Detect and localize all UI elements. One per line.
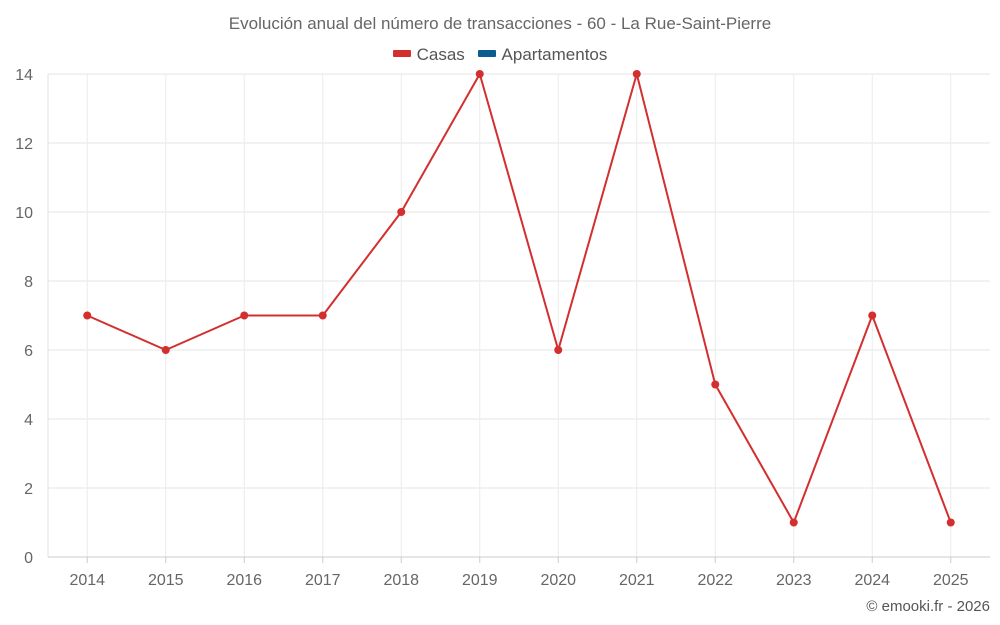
data-point	[946, 518, 955, 527]
x-tick-label: 2015	[148, 572, 184, 589]
y-tick-label: 14	[15, 67, 33, 84]
legend-swatch-casas	[392, 50, 411, 58]
data-point	[711, 380, 720, 389]
data-point	[475, 70, 484, 78]
x-tick-label: 2023	[776, 572, 812, 589]
data-point	[868, 311, 877, 320]
legend-label-casas: Casas	[416, 45, 465, 64]
data-point	[632, 70, 641, 78]
data-point	[397, 208, 406, 216]
y-tick-label: 0	[24, 550, 33, 567]
y-tick-label: 2	[24, 481, 33, 498]
legend-item-apartamentos[interactable]: Apartamentos	[477, 45, 608, 65]
data-point	[789, 518, 798, 527]
series-line-casas	[86, 73, 952, 524]
x-tick-label: 2018	[383, 572, 419, 589]
y-tick-label: 12	[15, 136, 33, 153]
y-tick-label: 10	[15, 205, 33, 222]
x-tick-label: 2024	[854, 572, 890, 589]
legend-swatch-apartamentos	[477, 50, 496, 58]
x-tick-label: 2017	[305, 572, 341, 589]
data-point	[554, 346, 563, 354]
x-tick-label: 2014	[69, 572, 105, 589]
x-tick-label: 2022	[697, 572, 733, 589]
y-tick-label: 6	[24, 343, 33, 360]
credit-text: © emooki.fr - 2026	[866, 598, 990, 615]
legend-item-casas[interactable]: Casas	[392, 45, 465, 65]
x-tick-label: 2019	[462, 572, 498, 589]
x-tick-label: 2016	[226, 572, 262, 589]
chart-title: Evolución anual del número de transaccio…	[228, 14, 772, 33]
y-tick-label: 4	[24, 412, 33, 429]
x-tick-label: 2020	[540, 572, 576, 589]
x-tick-label: 2025	[933, 572, 969, 589]
y-tick-label: 8	[24, 274, 33, 291]
data-point	[83, 311, 92, 320]
data-point	[240, 311, 249, 320]
legend: Casas Apartamentos	[0, 45, 1000, 65]
legend-label-apartamentos: Apartamentos	[501, 45, 608, 64]
data-point	[161, 346, 170, 354]
data-point	[318, 311, 327, 320]
x-tick-label: 2021	[619, 572, 655, 589]
